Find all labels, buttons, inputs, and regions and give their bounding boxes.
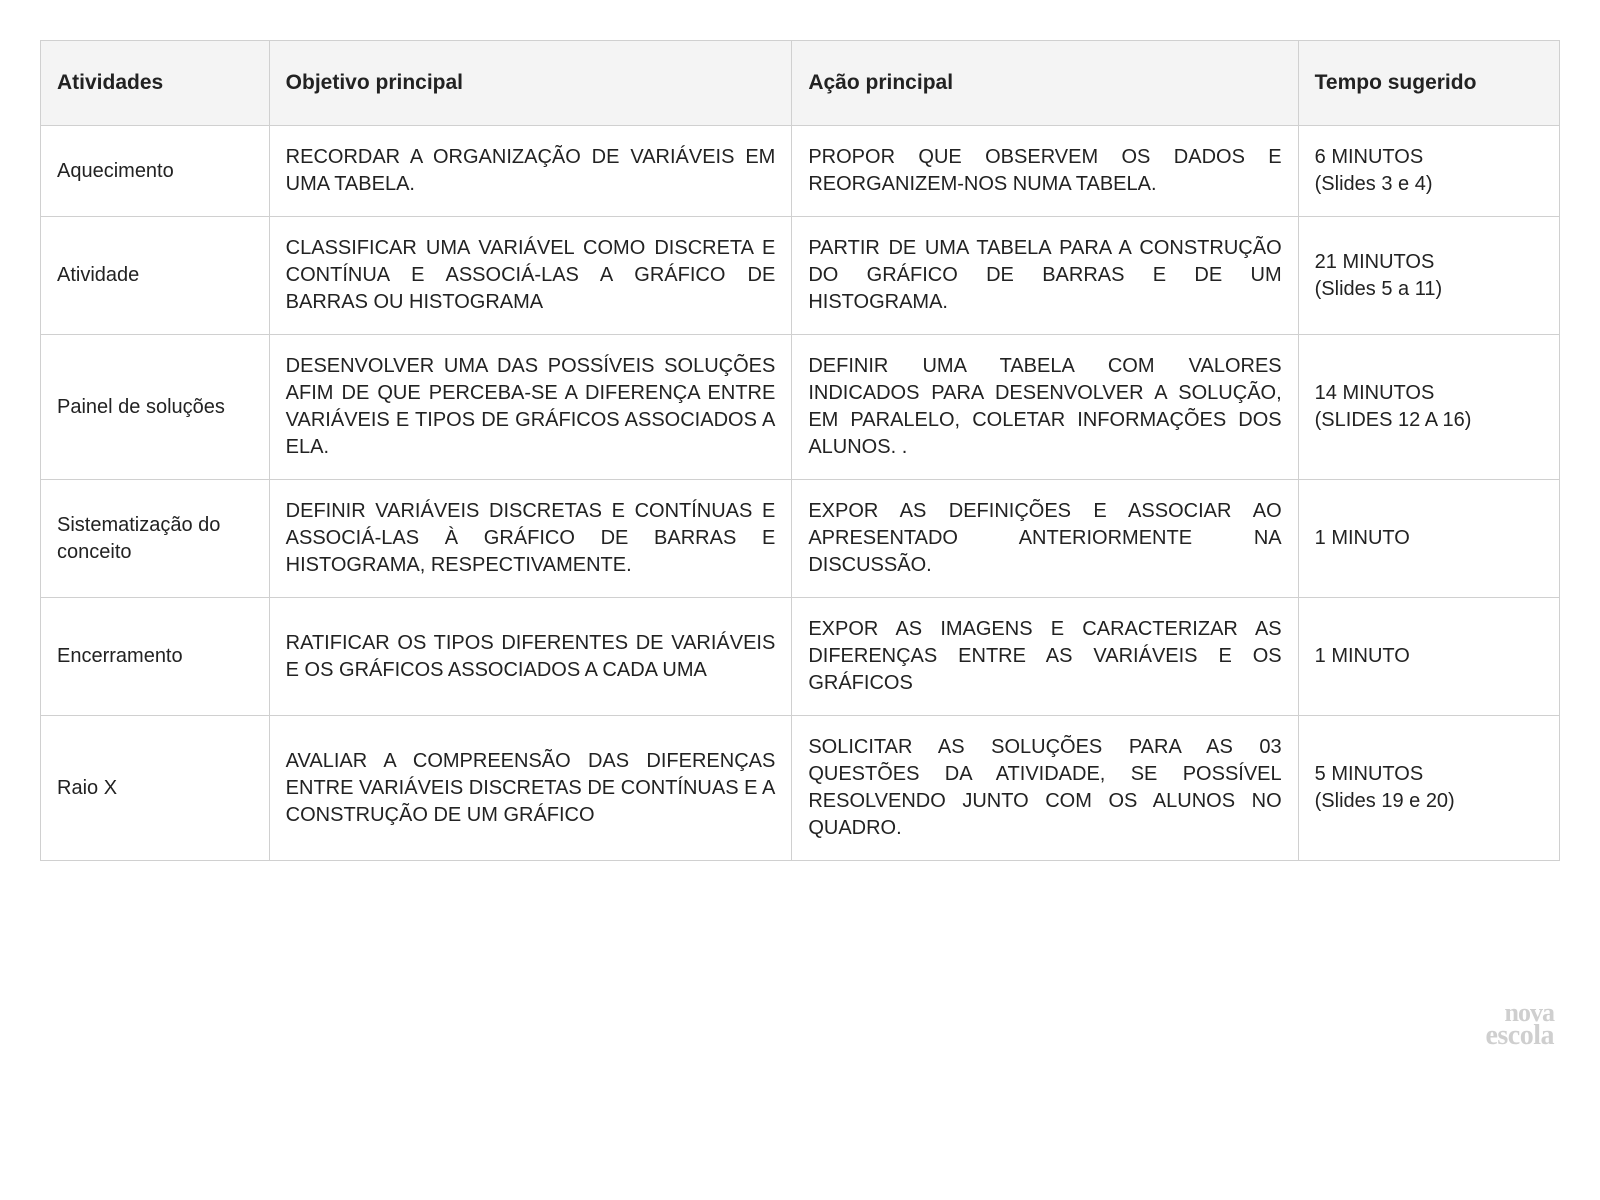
- watermark-logo: nova escola: [1485, 1002, 1554, 1048]
- cell-action: PROPOR QUE OBSERVEM OS DADOS E REORGANIZ…: [792, 126, 1298, 217]
- cell-action: SOLICITAR AS SOLUÇÕES PARA AS 03 QUESTÕE…: [792, 716, 1298, 861]
- cell-activity: Aquecimento: [41, 126, 270, 217]
- table-row: Atividade CLASSIFICAR UMA VARIÁVEL COMO …: [41, 217, 1560, 335]
- cell-action: PARTIR DE UMA TABELA PARA A CONSTRUÇÃO D…: [792, 217, 1298, 335]
- cell-activity: Painel de soluções: [41, 335, 270, 480]
- header-tempo: Tempo sugerido: [1298, 41, 1559, 126]
- cell-time: 6 MINUTOS (Slides 3 e 4): [1298, 126, 1559, 217]
- cell-action: EXPOR AS IMAGENS E CARACTERIZAR AS DIFER…: [792, 598, 1298, 716]
- cell-objective: RATIFICAR OS TIPOS DIFERENTES DE VARIÁVE…: [269, 598, 792, 716]
- table-body: Aquecimento RECORDAR A ORGANIZAÇÃO DE VA…: [41, 126, 1560, 861]
- header-row: Atividades Objetivo principal Ação princ…: [41, 41, 1560, 126]
- table-row: Painel de soluções DESENVOLVER UMA DAS P…: [41, 335, 1560, 480]
- cell-activity: Atividade: [41, 217, 270, 335]
- cell-objective: RECORDAR A ORGANIZAÇÃO DE VARIÁVEIS EM U…: [269, 126, 792, 217]
- table-row: Sistematização do conceito DEFINIR VARIÁ…: [41, 480, 1560, 598]
- cell-objective: CLASSIFICAR UMA VARIÁVEL COMO DISCRETA E…: [269, 217, 792, 335]
- cell-time: 5 MINUTOS (Slides 19 e 20): [1298, 716, 1559, 861]
- cell-time: 14 MINUTOS (SLIDES 12 A 16): [1298, 335, 1559, 480]
- cell-objective: DEFINIR VARIÁVEIS DISCRETAS E CONTÍNUAS …: [269, 480, 792, 598]
- cell-action: DEFINIR UMA TABELA COM VALORES INDICADOS…: [792, 335, 1298, 480]
- cell-time: 1 MINUTO: [1298, 480, 1559, 598]
- header-atividades: Atividades: [41, 41, 270, 126]
- table-row: Raio X AVALIAR A COMPREENSÃO DAS DIFEREN…: [41, 716, 1560, 861]
- cell-objective: AVALIAR A COMPREENSÃO DAS DIFERENÇAS ENT…: [269, 716, 792, 861]
- header-acao: Ação principal: [792, 41, 1298, 126]
- cell-action: EXPOR AS DEFINIÇÕES E ASSOCIAR AO APRESE…: [792, 480, 1298, 598]
- cell-objective: DESENVOLVER UMA DAS POSSÍVEIS SOLUÇÕES A…: [269, 335, 792, 480]
- cell-activity: Sistematização do conceito: [41, 480, 270, 598]
- activities-table: Atividades Objetivo principal Ação princ…: [40, 40, 1560, 861]
- cell-activity: Raio X: [41, 716, 270, 861]
- activities-table-container: Atividades Objetivo principal Ação princ…: [40, 40, 1560, 861]
- cell-time: 1 MINUTO: [1298, 598, 1559, 716]
- cell-time: 21 MINUTOS (Slides 5 a 11): [1298, 217, 1559, 335]
- table-row: Encerramento RATIFICAR OS TIPOS DIFERENT…: [41, 598, 1560, 716]
- cell-activity: Encerramento: [41, 598, 270, 716]
- watermark-line2: escola: [1485, 1024, 1554, 1048]
- table-row: Aquecimento RECORDAR A ORGANIZAÇÃO DE VA…: [41, 126, 1560, 217]
- header-objetivo: Objetivo principal: [269, 41, 792, 126]
- table-header: Atividades Objetivo principal Ação princ…: [41, 41, 1560, 126]
